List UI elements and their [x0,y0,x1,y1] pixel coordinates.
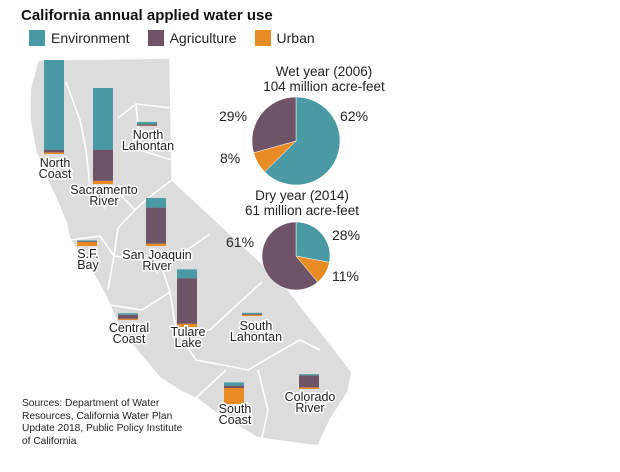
bar-central-coast-agriculture [118,314,138,319]
bar-tulare-lake-environment [177,269,197,279]
region-label-s-f-bay-line2: Bay [77,258,99,272]
bar-south-lahontan-environment [242,312,262,314]
bar-san-joaquin-river-urban [146,243,166,246]
region-label-north-lahontan-line2: Lahontan [122,139,174,153]
wet-year-slice-environment [264,96,341,186]
region-label-south-coast: South Coast [219,402,252,427]
region-label-sacramento-river: Sacramento River [70,183,137,208]
bar-sacramento-river-agriculture [93,149,113,181]
region-label-central-coast: Central Coast [109,321,149,346]
region-label-central-coast-line2: Coast [113,332,146,346]
legend-label-environment: Environment [51,30,130,46]
bar-colorado-river-environment [299,374,319,376]
region-label-san-joaquin-river: San Joaquin River [122,248,192,273]
region-label-central-coast-line1: Central [109,321,149,335]
dry-year-title-line1: Dry year (2014) [255,188,349,203]
region-label-south-lahontan-line1: South [240,319,273,333]
legend-label-agriculture: Agriculture [169,30,237,46]
region-label-south-coast-line2: Coast [219,413,252,427]
dry-year-environment-pct: 28% [332,227,361,243]
bar-s-f-bay-environment [77,240,97,242]
region-label-s-f-bay: S.F. Bay [77,247,99,272]
bar-north-lahontan-environment [137,122,157,125]
legend: Environment Agriculture Urban [29,30,333,46]
region-label-colorado-river-line2: River [295,401,324,415]
bar-north-lahontan-agriculture [137,124,157,126]
bar-tulare-lake-agriculture [177,278,197,324]
bar-north-coast-environment [44,60,64,150]
region-label-north-coast: North Coast [39,156,72,181]
bar-sacramento-river-environment [93,88,113,150]
legend-swatch-environment [29,30,45,46]
region-label-tulare-lake-line2: Lake [174,336,201,350]
bar-south-lahontan-urban [242,314,262,316]
dry-year-slice-environment [295,221,331,263]
bar-sacramento-river-urban [93,180,113,184]
bar-south-coast-agriculture [224,385,244,388]
region-borders [65,81,321,439]
bar-colorado-river-urban [299,387,319,389]
region-label-colorado-river-line1: Colorado [285,390,336,404]
region-label-south-lahontan: South Lahontan [230,319,282,344]
bar-colorado-river-agriculture [299,375,319,388]
bar-tulare-lake-urban [177,323,197,327]
region-label-south-lahontan-line2: Lahontan [230,330,282,344]
wet-year-urban-pct: 8% [220,150,241,166]
region-label-north-coast-line1: North [40,156,71,170]
wet-year-agriculture-pct: 29% [219,108,248,124]
region-label-s-f-bay-line1: S.F. [77,247,99,261]
dry-year-pie-title: Dry year (2014) 61 million acre-feet [222,188,382,218]
wet-year-environment-pct: 62% [340,108,369,124]
dry-year-agriculture-pct: 61% [226,234,255,250]
bar-south-coast-environment [224,382,244,386]
region-label-north-lahontan-line1: North [133,128,164,142]
region-label-tulare-lake: Tulare Lake [171,325,206,350]
bar-central-coast-environment [118,313,138,315]
dry-year-slice-agriculture [261,221,319,291]
dry-year-title-line2: 61 million acre-feet [244,203,360,218]
bar-san-joaquin-river-environment [146,198,166,208]
legend-label-urban: Urban [276,30,315,46]
bar-s-f-bay-agriculture [77,241,97,242]
legend-swatch-urban [254,30,271,46]
wet-year-title-line1: Wet year (2006) [275,64,373,79]
bar-north-coast-agriculture [44,149,64,153]
sources-note: Sources: Department of Water Resources, … [22,398,183,447]
region-label-colorado-river: Colorado River [285,390,336,415]
wet-year-title-line2: 104 million acre-feet [263,79,385,94]
bar-central-coast-urban [118,318,138,320]
pie-charts [251,96,341,291]
region-label-tulare-lake-line1: Tulare [171,325,206,339]
legend-item-environment: Environment [29,30,130,46]
region-label-san-joaquin-river-line2: River [142,259,171,273]
bar-south-coast-urban [224,388,244,404]
bar-s-f-bay-urban [77,242,97,246]
region-label-san-joaquin-river-line1: San Joaquin [122,248,192,262]
legend-item-urban: Urban [254,30,315,46]
wet-year-pie-title: Wet year (2006) 104 million acre-feet [244,64,404,94]
region-label-north-coast-line2: Coast [39,167,72,181]
dry-year-urban-pct: 11% [332,268,359,284]
wet-year-slice-agriculture [251,96,297,154]
legend-swatch-agriculture [147,30,164,46]
chart-title: California annual applied water use [21,7,273,24]
bar-north-coast-urban [44,152,64,154]
bar-san-joaquin-river-agriculture [146,207,166,244]
region-label-south-coast-line1: South [219,402,252,416]
bar-south-lahontan-agriculture [242,314,262,315]
region-label-sacramento-river-line1: Sacramento [70,183,137,197]
region-bars [44,60,319,404]
region-label-sacramento-river-line2: River [89,194,118,208]
legend-item-agriculture: Agriculture [147,30,237,46]
region-label-north-lahontan: North Lahontan [122,128,174,153]
